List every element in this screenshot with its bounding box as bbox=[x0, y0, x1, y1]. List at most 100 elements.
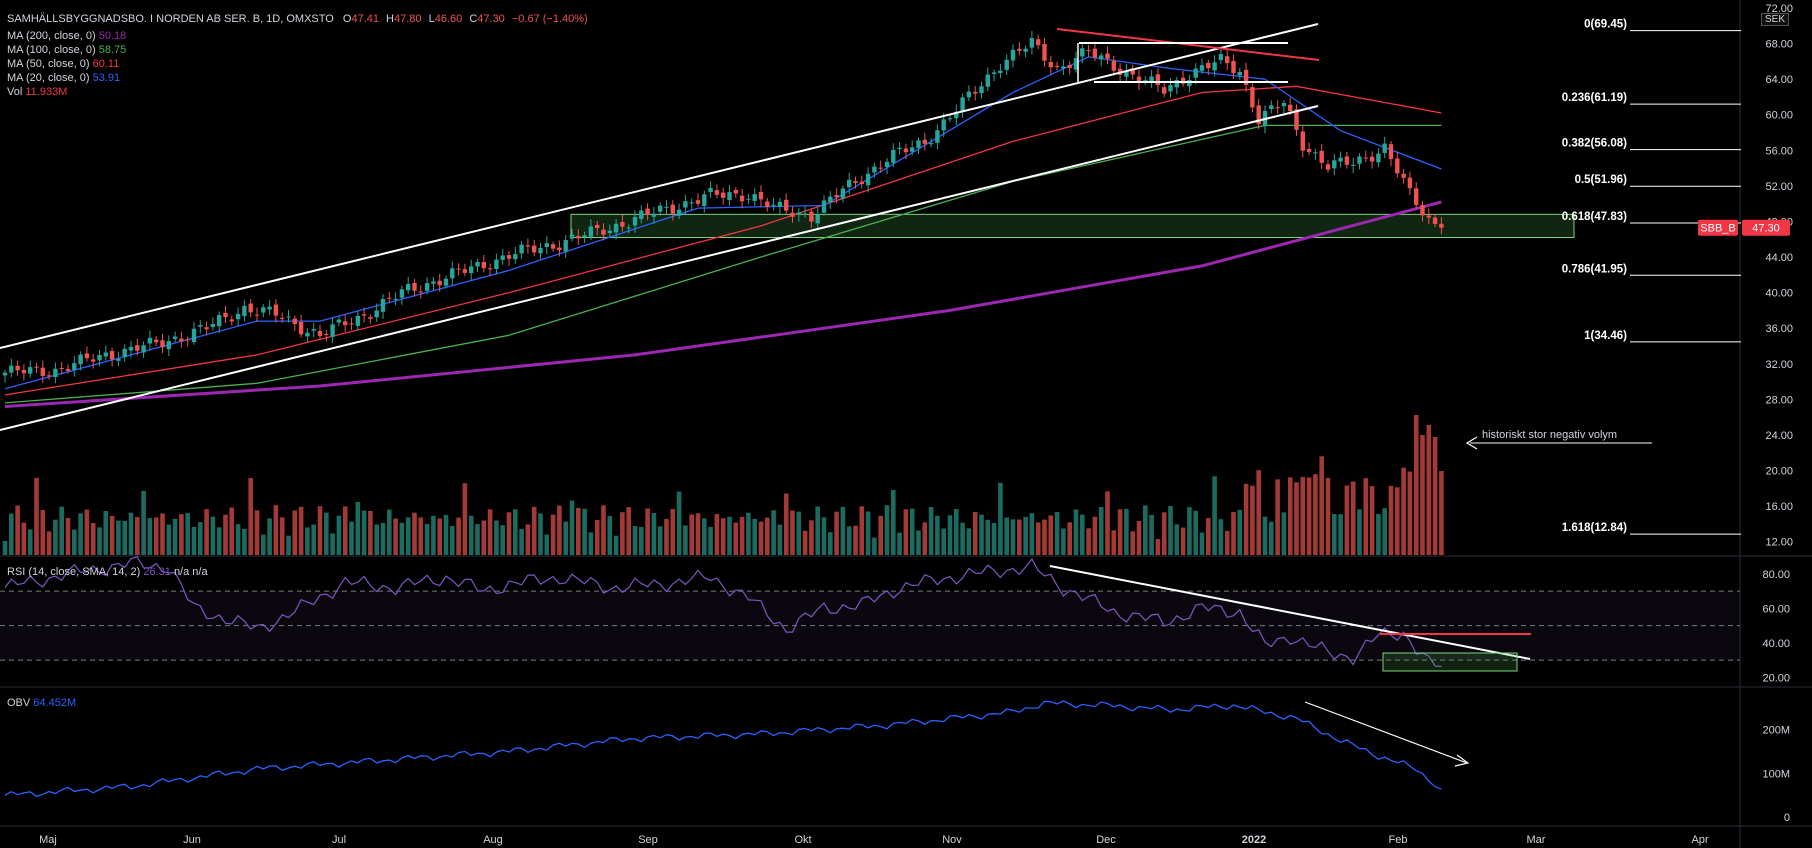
candle-body bbox=[828, 196, 833, 203]
candle-body bbox=[601, 229, 606, 235]
candle-body bbox=[84, 353, 90, 359]
candle-body bbox=[859, 181, 864, 185]
ma200-legend[interactable]: MA (200, close, 0) 50.18 bbox=[7, 29, 126, 43]
candle-body bbox=[809, 211, 814, 222]
candle-body bbox=[487, 268, 493, 270]
obv-legend[interactable]: OBV 64.452M bbox=[7, 696, 76, 710]
candle-body bbox=[1332, 160, 1337, 169]
ma50-legend[interactable]: MA (50, close, 0) 60.11 bbox=[7, 57, 126, 71]
volume-bar bbox=[1287, 477, 1293, 555]
candle-body bbox=[746, 198, 751, 200]
price-axis-tick: 20.00 bbox=[1765, 466, 1793, 478]
volume-bar bbox=[1168, 505, 1173, 555]
volume-bar bbox=[840, 506, 846, 555]
candle-body bbox=[292, 318, 297, 325]
volume-bar bbox=[1193, 510, 1198, 555]
candle-body bbox=[1111, 60, 1116, 71]
volume-bar bbox=[846, 526, 852, 555]
rsi-axis-tick: 20.00 bbox=[1762, 672, 1790, 684]
ma50-label: MA (50, close, 0) bbox=[7, 58, 90, 70]
price-axis-tick: 68.00 bbox=[1765, 39, 1793, 51]
ma100-legend[interactable]: MA (100, close, 0) 58.75 bbox=[7, 43, 126, 57]
rsi-na-2: n/a bbox=[192, 566, 208, 578]
candle-body bbox=[1363, 157, 1368, 159]
volume-bar bbox=[1300, 476, 1306, 555]
candle-body bbox=[336, 319, 342, 323]
volume-bar bbox=[103, 511, 109, 555]
candle-body bbox=[708, 187, 713, 193]
volume-bar bbox=[2, 541, 8, 555]
volume-bar bbox=[450, 525, 455, 555]
candle-body bbox=[1344, 156, 1350, 165]
candle-body bbox=[620, 221, 625, 227]
volume-bar bbox=[487, 509, 493, 555]
volume-bar bbox=[783, 493, 789, 555]
annotation-arrow-head bbox=[1465, 436, 1478, 450]
candle-body bbox=[1193, 68, 1198, 78]
volume-bar bbox=[702, 518, 707, 555]
rsi-axis-tick: 80.00 bbox=[1762, 569, 1790, 581]
rsi-legend[interactable]: RSI (14, close, SMA, 14, 2) 26.31 n/a n/… bbox=[7, 565, 208, 579]
candle-body bbox=[97, 355, 102, 361]
candle-body bbox=[254, 314, 260, 316]
candle-body bbox=[954, 111, 959, 119]
candle-body bbox=[979, 86, 984, 94]
volume-bar bbox=[198, 522, 203, 555]
time-axis-label: Aug bbox=[483, 834, 503, 846]
volume-bar bbox=[128, 512, 134, 555]
candle-body bbox=[456, 268, 461, 270]
obv-axis-tick: 100M bbox=[1762, 768, 1790, 780]
volume-bar bbox=[853, 525, 858, 555]
volume-legend[interactable]: Vol 11.933M bbox=[7, 85, 126, 99]
candle-body bbox=[1099, 55, 1104, 60]
obv-axis-tick: 0 bbox=[1784, 812, 1790, 824]
volume-bar bbox=[752, 518, 757, 555]
candle-body bbox=[267, 306, 272, 310]
candle-body bbox=[689, 202, 694, 204]
volume-bar bbox=[897, 532, 902, 555]
candle-body bbox=[1218, 54, 1224, 61]
indicator-legend: MA (200, close, 0) 50.18 MA (100, close,… bbox=[7, 29, 126, 99]
volume-bar bbox=[1199, 532, 1205, 555]
volume-bar bbox=[34, 477, 39, 555]
volume-bar bbox=[267, 518, 272, 555]
price-axis: 12.00 16.00 20.00 24.00 28.00 32.00 36.00 40.00… bbox=[1762, 3, 1793, 824]
price-axis-tick: 16.00 bbox=[1765, 501, 1793, 513]
candle-body bbox=[796, 212, 801, 215]
volume-bar bbox=[1124, 508, 1129, 555]
candle-body bbox=[1243, 69, 1249, 86]
volume-bar bbox=[733, 522, 739, 555]
candle-body bbox=[613, 223, 619, 233]
volume-bar bbox=[53, 519, 58, 555]
candle-body bbox=[191, 328, 197, 343]
candle-body bbox=[406, 283, 411, 291]
volume-bar bbox=[475, 524, 480, 555]
volume-bar bbox=[1098, 507, 1104, 555]
candle-body bbox=[462, 269, 468, 273]
volume-bar bbox=[828, 532, 833, 555]
candle-body bbox=[519, 244, 524, 254]
volume-bar bbox=[1155, 539, 1161, 555]
currency-badge[interactable]: SEK bbox=[1761, 13, 1790, 26]
volume-bar bbox=[97, 527, 102, 555]
volume-bar bbox=[960, 522, 965, 555]
volume-bar bbox=[1407, 471, 1413, 555]
volume-bar bbox=[1035, 522, 1041, 555]
volume-bar bbox=[147, 518, 153, 555]
volume-bar bbox=[834, 511, 839, 555]
candle-body bbox=[317, 331, 323, 336]
volume-bar bbox=[1363, 478, 1369, 555]
candle-body bbox=[714, 190, 720, 195]
volume-bar bbox=[418, 517, 424, 555]
candle-body bbox=[147, 337, 153, 344]
volume-bar bbox=[109, 516, 115, 555]
candle-body bbox=[1369, 156, 1375, 162]
volume-bar bbox=[84, 509, 90, 555]
volume-bar bbox=[204, 509, 209, 555]
volume-bar bbox=[1250, 485, 1255, 555]
candle-body bbox=[1401, 173, 1406, 178]
symbol-tag-text: SBB_B bbox=[1700, 223, 1735, 235]
symbol-title: SAMHÄLLSBYGGNADSBO. I NORDEN AB SER. B, … bbox=[7, 13, 334, 25]
ma20-legend[interactable]: MA (20, close, 0) 53.91 bbox=[7, 71, 126, 85]
